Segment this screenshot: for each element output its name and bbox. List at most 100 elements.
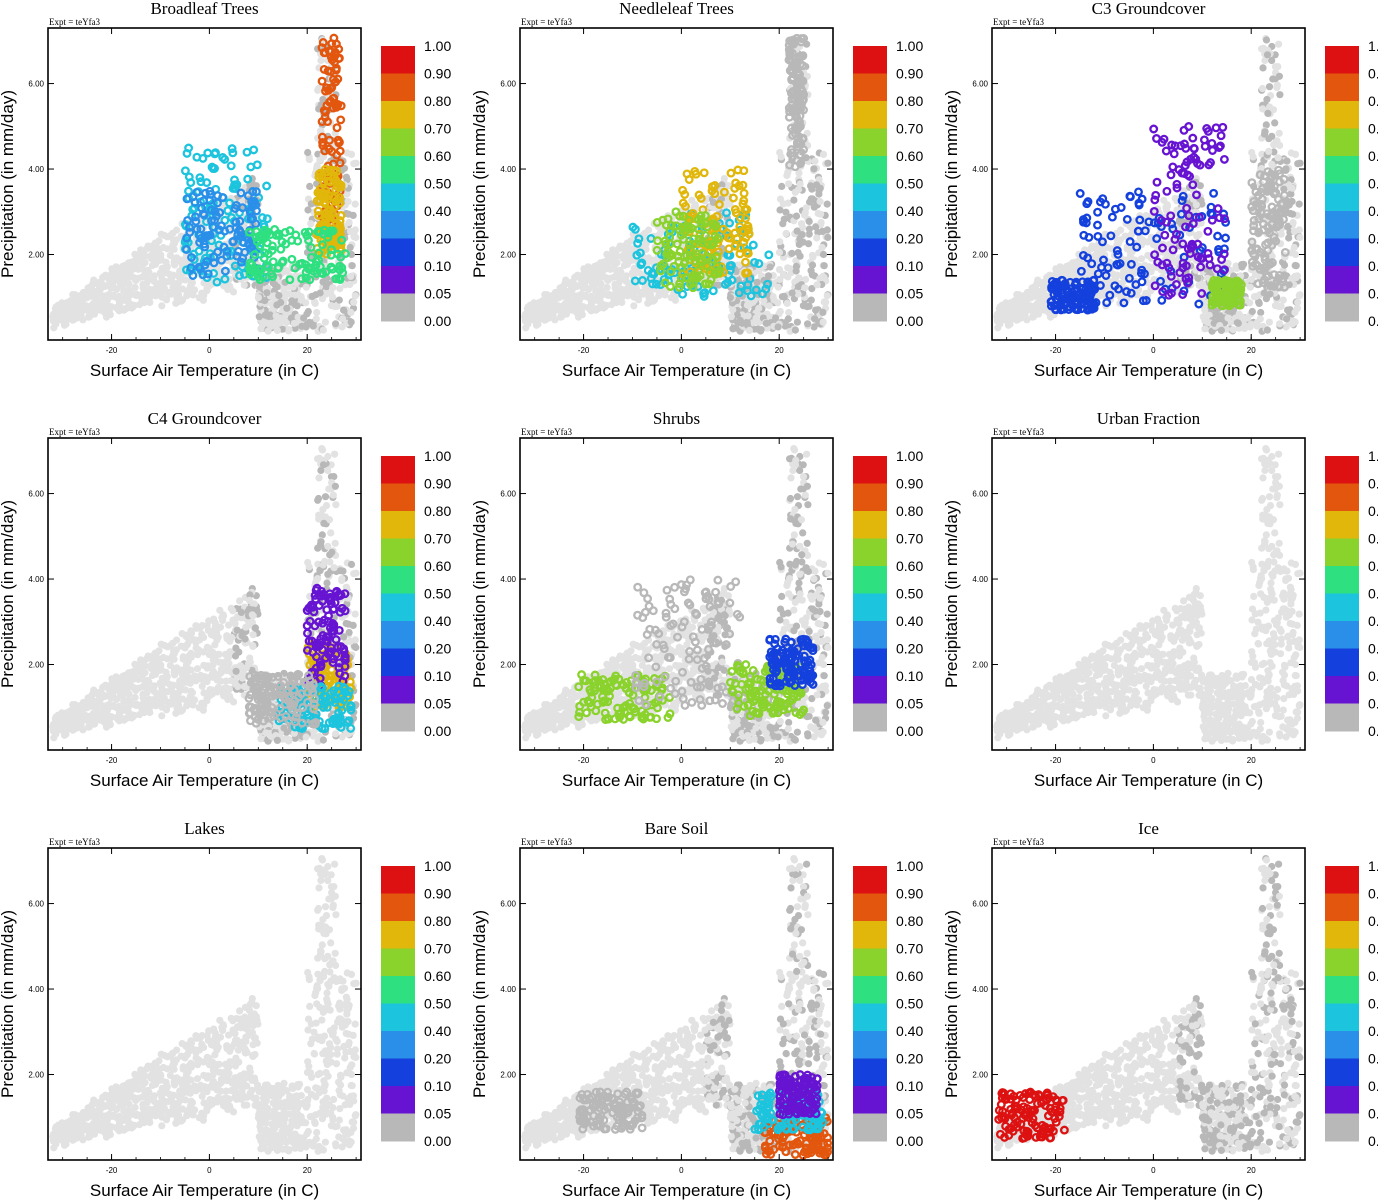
background-point <box>341 281 349 289</box>
data-point <box>1119 298 1129 308</box>
data-point <box>251 200 261 210</box>
data-point <box>335 146 345 156</box>
background-point <box>792 257 800 265</box>
background-point <box>339 315 347 323</box>
background-point <box>189 291 197 299</box>
data-point <box>249 145 259 155</box>
background-point <box>307 220 315 228</box>
data-point <box>230 175 239 185</box>
background-point <box>1265 83 1274 91</box>
data-point <box>1162 217 1171 227</box>
background-point <box>561 280 569 288</box>
data-point <box>637 258 647 268</box>
background-point <box>120 262 128 270</box>
background-point <box>1252 292 1260 300</box>
data-point <box>726 233 736 243</box>
background-point <box>347 272 355 280</box>
background-point <box>784 264 792 272</box>
y-tick-label: 2.00 <box>28 251 44 260</box>
data-point <box>297 274 307 284</box>
background-point <box>1264 109 1272 117</box>
colorbar-swatch <box>853 211 887 239</box>
data-point <box>793 142 803 152</box>
background-point <box>1248 275 1256 284</box>
data-point <box>222 251 232 261</box>
background-point <box>321 318 329 326</box>
background-point <box>630 302 638 310</box>
data-point <box>728 193 738 203</box>
data-point <box>679 211 689 221</box>
background-point <box>1262 121 1270 129</box>
data-point <box>730 205 740 214</box>
background-point <box>120 277 128 285</box>
data-point <box>1075 288 1085 298</box>
background-point <box>142 270 150 278</box>
background-point <box>1291 150 1300 158</box>
background-point <box>1296 159 1304 167</box>
background-point <box>803 303 811 311</box>
data-point <box>694 224 704 234</box>
background-point <box>813 234 821 242</box>
data-point <box>1134 187 1143 197</box>
data-point <box>198 270 208 280</box>
data-point <box>1196 262 1206 272</box>
data-point <box>1050 280 1060 289</box>
data-point <box>277 237 287 247</box>
background-point <box>810 165 818 173</box>
background-point <box>115 292 123 300</box>
background-point <box>775 248 784 256</box>
background-point <box>622 291 630 299</box>
data-point <box>1101 271 1111 280</box>
background-point <box>1258 84 1267 93</box>
data-points <box>993 35 1304 335</box>
background-point <box>127 258 135 266</box>
data-point <box>653 236 663 246</box>
background-point <box>304 307 312 316</box>
background-point <box>1290 243 1298 252</box>
background-point <box>727 313 735 321</box>
background-point <box>133 290 141 298</box>
background-point <box>199 296 207 304</box>
data-point <box>1180 161 1190 171</box>
background-point <box>792 212 801 220</box>
data-point <box>700 218 710 228</box>
background-point <box>183 292 191 300</box>
background-point <box>611 281 619 289</box>
background-point <box>765 272 773 280</box>
background-point <box>624 244 632 252</box>
data-point <box>688 283 698 293</box>
background-point <box>1266 290 1274 298</box>
background-point <box>1270 141 1278 149</box>
background-point <box>811 315 819 323</box>
data-point <box>1178 239 1188 249</box>
background-point <box>1056 263 1064 271</box>
data-point <box>332 101 342 111</box>
background-point <box>1199 313 1207 321</box>
background-point <box>757 326 765 334</box>
data-point <box>788 39 798 49</box>
background-point <box>347 150 356 158</box>
data-point <box>710 189 720 199</box>
data-point <box>182 148 192 158</box>
background-point <box>530 314 538 322</box>
data-point <box>1182 203 1192 213</box>
background-point <box>784 315 792 323</box>
background-point <box>733 311 741 319</box>
data-point <box>1087 281 1097 291</box>
background-point <box>1288 197 1296 206</box>
background-point <box>795 169 803 177</box>
data-point <box>188 271 198 280</box>
background-point <box>614 291 622 299</box>
data-point <box>205 186 215 196</box>
background-point <box>1010 309 1018 317</box>
data-point <box>1093 269 1103 279</box>
background-point <box>824 233 832 242</box>
data-point <box>738 180 748 190</box>
background-point <box>1261 56 1269 64</box>
background-point <box>340 306 348 314</box>
background-point <box>1275 40 1283 48</box>
data-point <box>1156 276 1165 286</box>
background-point <box>300 314 308 322</box>
colorbar-swatch <box>381 101 415 129</box>
